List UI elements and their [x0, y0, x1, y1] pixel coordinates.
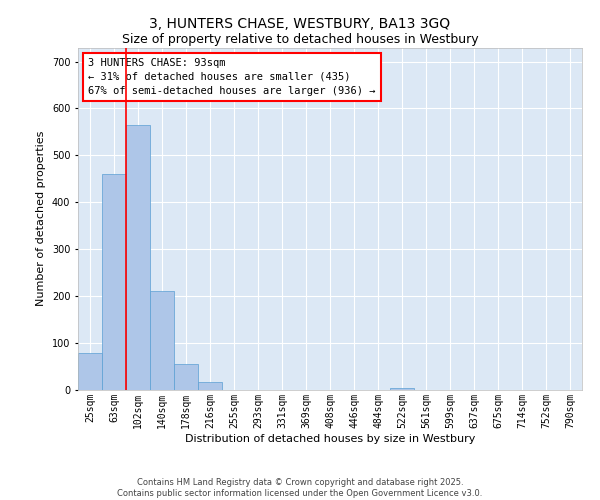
X-axis label: Distribution of detached houses by size in Westbury: Distribution of detached houses by size … [185, 434, 475, 444]
Text: 3, HUNTERS CHASE, WESTBURY, BA13 3GQ: 3, HUNTERS CHASE, WESTBURY, BA13 3GQ [149, 18, 451, 32]
Y-axis label: Number of detached properties: Number of detached properties [37, 131, 46, 306]
Bar [78, 354, 102, 390]
Text: Contains HM Land Registry data © Crown copyright and database right 2025.
Contai: Contains HM Land Registry data © Crown c… [118, 478, 482, 498]
Bar [126, 125, 150, 390]
Bar [174, 364, 198, 390]
Text: 3 HUNTERS CHASE: 93sqm
← 31% of detached houses are smaller (435)
67% of semi-de: 3 HUNTERS CHASE: 93sqm ← 31% of detached… [88, 58, 376, 96]
Bar [150, 292, 174, 390]
Bar [198, 382, 222, 390]
Bar [390, 388, 414, 390]
Bar [102, 174, 126, 390]
Text: Size of property relative to detached houses in Westbury: Size of property relative to detached ho… [122, 32, 478, 46]
